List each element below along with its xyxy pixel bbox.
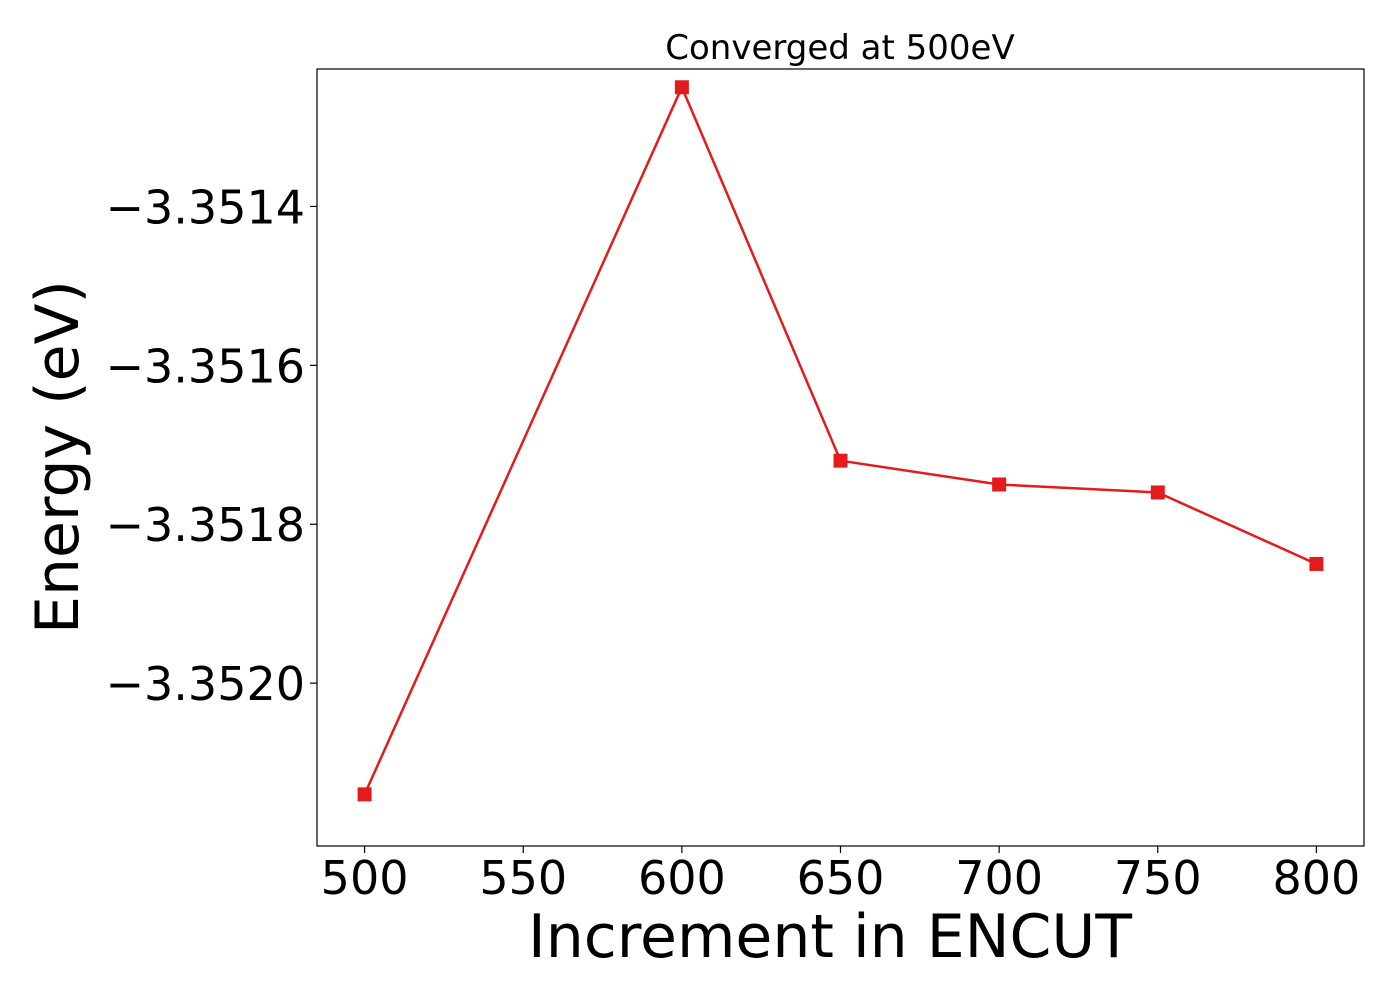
data-point-marker: [833, 453, 848, 468]
x-axis-ticks: 500 550 600 650 700 750 800: [321, 846, 1361, 905]
x-tick-label: 500: [321, 851, 409, 905]
y-tick-label: −3.3514: [106, 180, 306, 234]
x-tick-label: 550: [479, 851, 567, 905]
series-line: [363, 84, 1317, 795]
y-axis-title: Energy (eV): [23, 280, 93, 634]
y-tick-label: −3.3518: [106, 498, 306, 552]
x-tick-label: 800: [1273, 851, 1361, 905]
chart-title: Converged at 500eV: [665, 28, 1014, 68]
x-tick-label: 600: [638, 851, 726, 905]
y-tick-label: −3.3516: [106, 339, 306, 393]
data-point-marker: [992, 477, 1007, 492]
data-point-marker: [357, 787, 372, 802]
x-tick-label: 700: [955, 851, 1043, 905]
series-layer: [357, 80, 1324, 802]
data-point-marker: [1150, 485, 1165, 500]
x-tick-label: 650: [797, 851, 885, 905]
y-tick-label: −3.3520: [106, 657, 306, 711]
x-tick-label: 750: [1114, 851, 1202, 905]
y-axis-ticks: −3.3514 −3.3516 −3.3518 −3.3520: [106, 180, 317, 711]
x-axis-title: Increment in ENCUT: [528, 902, 1132, 972]
data-point-marker: [1309, 556, 1324, 571]
data-point-marker: [674, 80, 689, 95]
